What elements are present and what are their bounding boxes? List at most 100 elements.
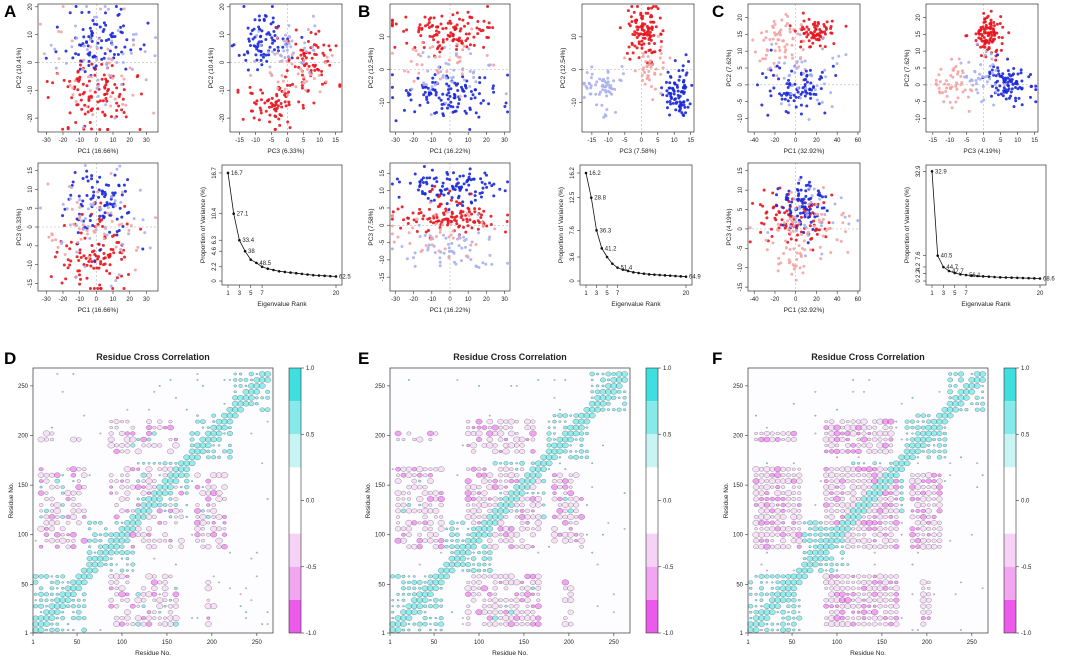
correlation-cell xyxy=(482,569,487,572)
correlation-cell xyxy=(124,431,130,436)
correlation-cell xyxy=(519,610,525,615)
data-point xyxy=(244,58,248,62)
correlation-cell xyxy=(87,538,92,543)
correlation-cell xyxy=(118,496,126,502)
correlation-cell xyxy=(178,544,185,549)
data-point xyxy=(80,11,84,15)
data-point xyxy=(104,83,108,87)
data-point xyxy=(484,173,488,177)
data-point xyxy=(959,61,963,65)
correlation-cell xyxy=(774,544,781,550)
correlation-cell xyxy=(497,466,504,472)
correlation-cell xyxy=(519,467,525,471)
correlation-cell xyxy=(518,526,526,532)
x-tick-label: 60 xyxy=(855,297,862,303)
data-point xyxy=(820,206,824,210)
scree-point xyxy=(1010,276,1013,279)
data-point xyxy=(132,43,136,47)
correlation-cell xyxy=(480,585,489,592)
data-point xyxy=(668,100,672,104)
data-point xyxy=(1017,96,1021,100)
data-point xyxy=(939,67,943,71)
data-point xyxy=(687,60,691,64)
correlation-cell xyxy=(617,396,621,399)
y-tick-label: 0 xyxy=(916,83,922,87)
correlation-cell xyxy=(248,371,255,377)
data-point xyxy=(798,205,802,209)
x-tick-label: 60 xyxy=(855,138,862,144)
correlation-cell xyxy=(401,532,406,537)
y-tick-label: 0 xyxy=(28,225,34,229)
correlation-cell xyxy=(577,537,586,544)
correlation-cell xyxy=(428,604,433,609)
correlation-cell xyxy=(790,478,797,484)
correlation-cell xyxy=(568,485,573,489)
data-point xyxy=(455,203,459,207)
correlation-cell xyxy=(492,621,499,627)
data-point xyxy=(127,210,131,214)
correlation-cell xyxy=(405,615,413,621)
x-tick-label: 150 xyxy=(519,640,530,646)
colorbar-tick-label: 1.0 xyxy=(306,366,315,372)
data-point xyxy=(447,208,451,212)
correlation-cell xyxy=(266,420,269,423)
data-point xyxy=(81,227,85,231)
correlation-cell xyxy=(535,615,542,621)
correlation-cell xyxy=(76,502,82,508)
correlation-cell xyxy=(824,431,829,436)
correlation-cell xyxy=(763,431,770,436)
correlation-cell xyxy=(476,425,482,430)
data-point xyxy=(668,113,672,117)
data-point xyxy=(635,18,639,22)
data-point xyxy=(302,75,306,79)
data-point xyxy=(405,41,409,45)
data-point xyxy=(469,192,473,196)
data-point xyxy=(435,33,439,37)
correlation-cell xyxy=(81,627,88,633)
correlation-cell xyxy=(525,438,530,441)
data-point xyxy=(779,102,783,106)
data-point xyxy=(613,87,617,91)
correlation-cell xyxy=(779,514,787,520)
correlation-cell xyxy=(184,485,190,490)
data-point xyxy=(409,59,413,63)
data-point xyxy=(817,102,821,106)
data-point xyxy=(789,237,793,241)
scree-point xyxy=(300,272,304,276)
correlation-cell xyxy=(828,544,835,550)
correlation-cell xyxy=(433,515,438,519)
data-point xyxy=(85,40,89,44)
data-point xyxy=(457,201,461,205)
correlation-cell xyxy=(108,586,114,591)
data-point xyxy=(774,218,778,222)
correlation-cell xyxy=(824,497,829,501)
x-tick-label: -40 xyxy=(750,297,759,303)
data-point xyxy=(273,34,277,38)
data-point xyxy=(635,5,639,9)
correlation-cell xyxy=(765,569,768,572)
correlation-cell xyxy=(509,509,514,513)
data-point xyxy=(81,177,85,181)
correlation-cell xyxy=(81,616,87,620)
correlation-cell xyxy=(151,574,157,579)
data-point xyxy=(450,196,454,200)
correlation-cell xyxy=(156,603,164,609)
data-point xyxy=(91,203,95,207)
correlation-cell xyxy=(196,617,199,619)
correlation-cell xyxy=(215,430,223,437)
scree-point xyxy=(260,265,264,269)
data-point xyxy=(252,27,256,31)
y-tick-label: 200 xyxy=(18,433,29,439)
data-point xyxy=(304,56,308,60)
data-point xyxy=(776,228,780,232)
data-point xyxy=(955,87,959,91)
data-point xyxy=(784,24,788,28)
correlation-cell xyxy=(168,598,173,602)
data-point xyxy=(448,178,452,182)
y-tick-label: 7.6 xyxy=(916,251,922,260)
correlation-cell xyxy=(98,533,103,537)
x-tick-label: 0 xyxy=(794,138,798,144)
correlation-cell xyxy=(758,520,765,526)
data-point xyxy=(108,272,112,276)
correlation-cell xyxy=(433,431,439,436)
